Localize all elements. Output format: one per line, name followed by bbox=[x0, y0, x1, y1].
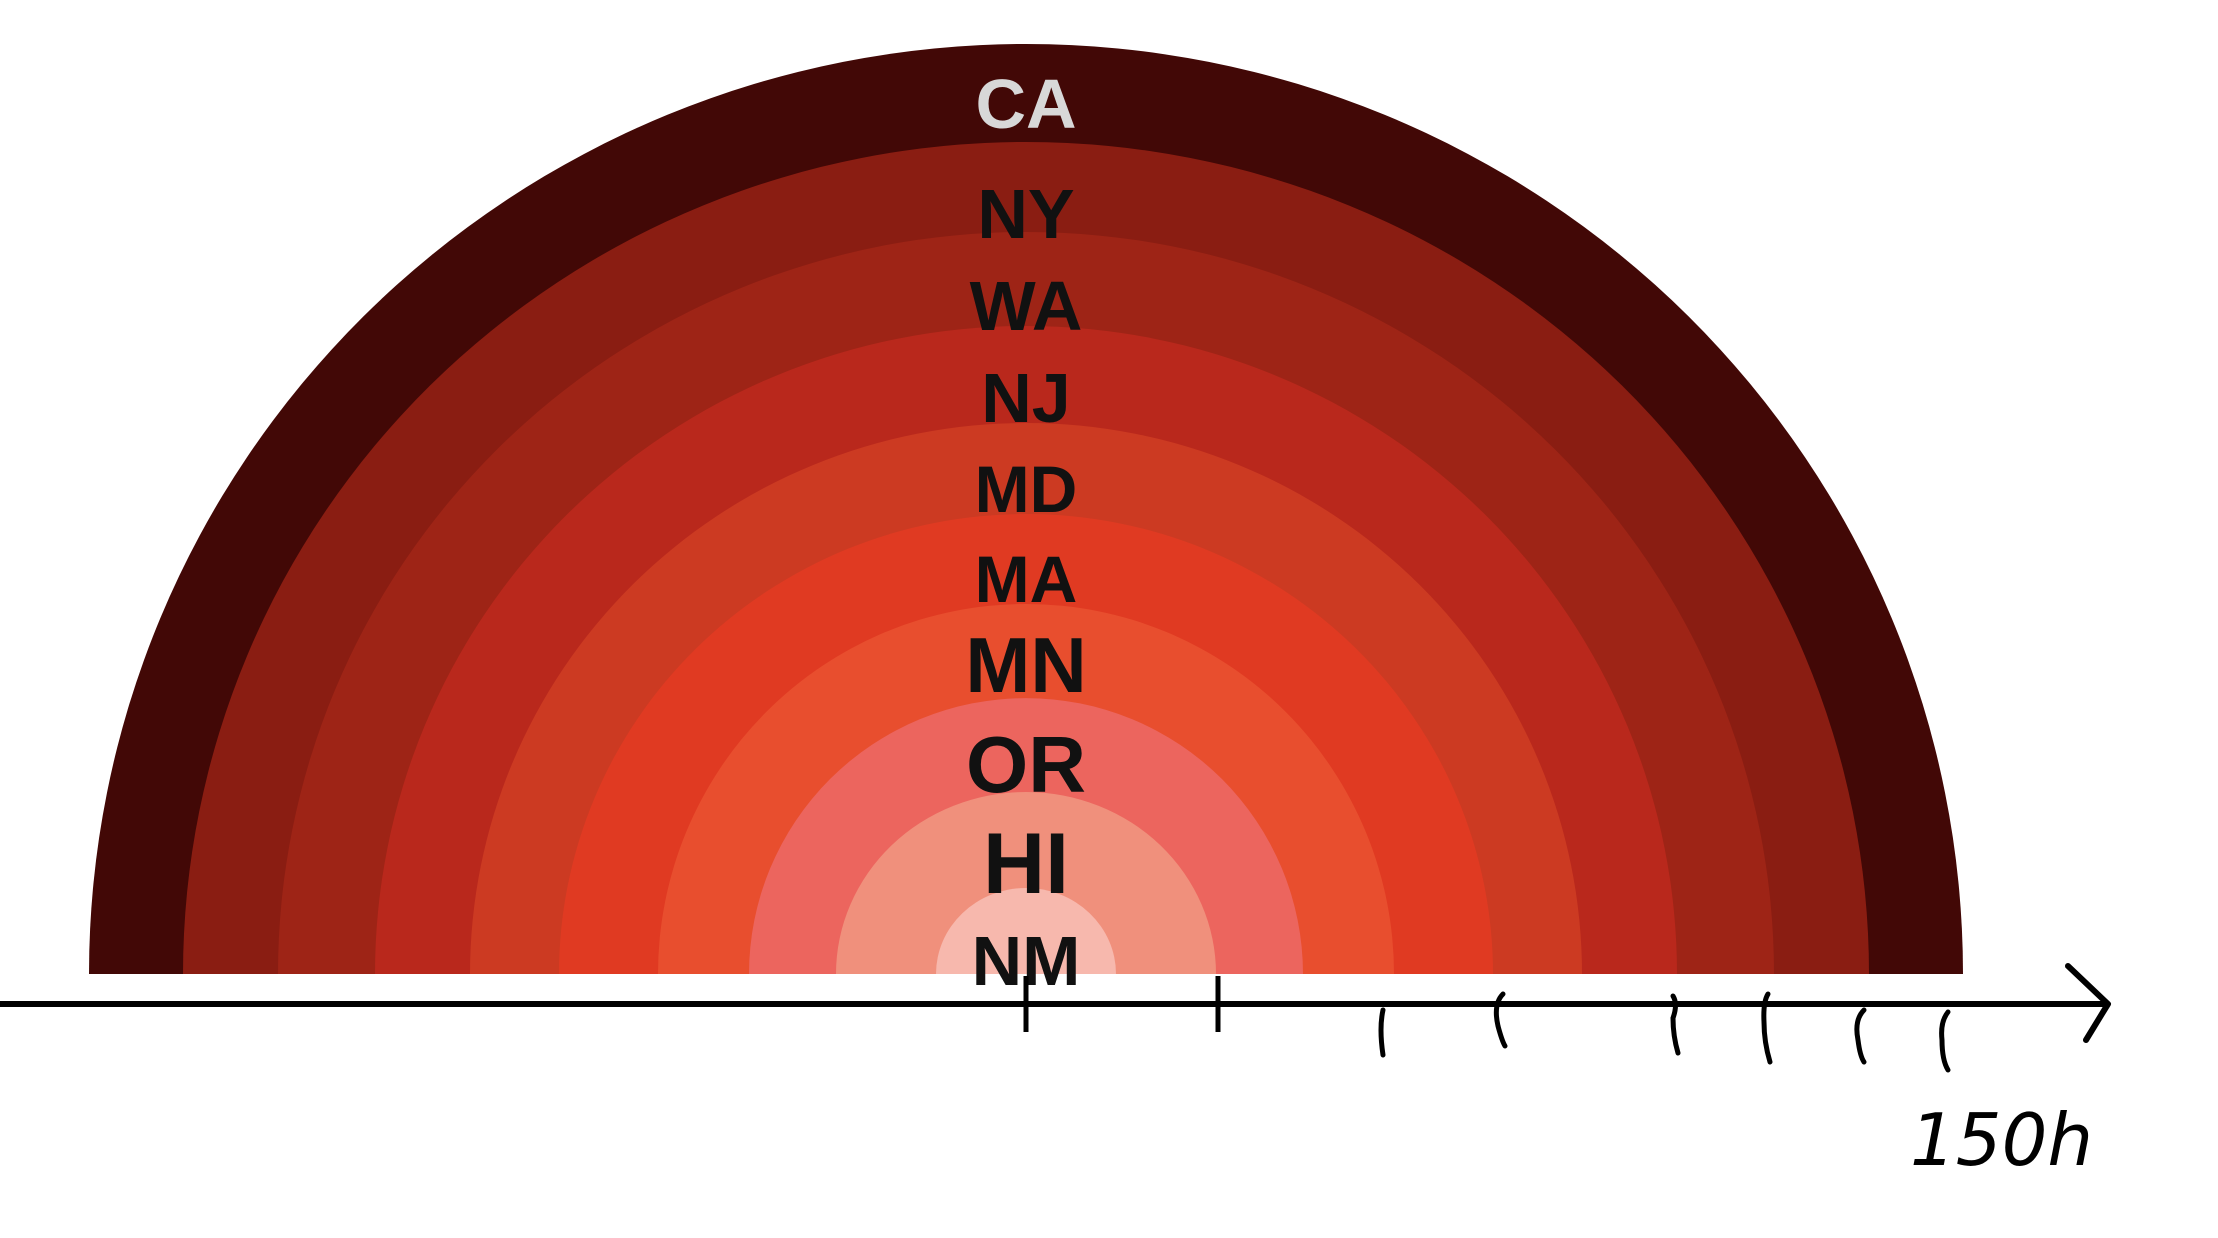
ring-label-ny: NY bbox=[977, 175, 1074, 253]
axis-group: 150h bbox=[0, 963, 2111, 1182]
ring-label-ma: MA bbox=[975, 542, 1078, 616]
ring-nm bbox=[936, 888, 1116, 974]
tick-6 bbox=[1761, 991, 1773, 1065]
ring-label-hi: HI bbox=[983, 816, 1069, 912]
x-axis-arrowhead bbox=[2065, 963, 2111, 1043]
ring-label-or: OR bbox=[966, 720, 1086, 809]
ring-label-mn: MN bbox=[965, 621, 1086, 709]
ring-label-md: MD bbox=[975, 452, 1078, 526]
tick-5 bbox=[1670, 993, 1681, 1056]
tick-4 bbox=[1493, 991, 1508, 1049]
rings-group bbox=[89, 44, 1963, 974]
tick-8 bbox=[1939, 1009, 1951, 1073]
ring-label-nj: NJ bbox=[981, 359, 1070, 437]
ring-label-wa: WA bbox=[970, 267, 1083, 345]
ring-label-ca: CA bbox=[975, 65, 1076, 143]
tick-3 bbox=[1378, 1007, 1386, 1058]
tick-7 bbox=[1854, 1007, 1867, 1065]
ring-hi bbox=[836, 792, 1216, 974]
axis-annotation: 150h bbox=[1910, 1098, 2093, 1182]
